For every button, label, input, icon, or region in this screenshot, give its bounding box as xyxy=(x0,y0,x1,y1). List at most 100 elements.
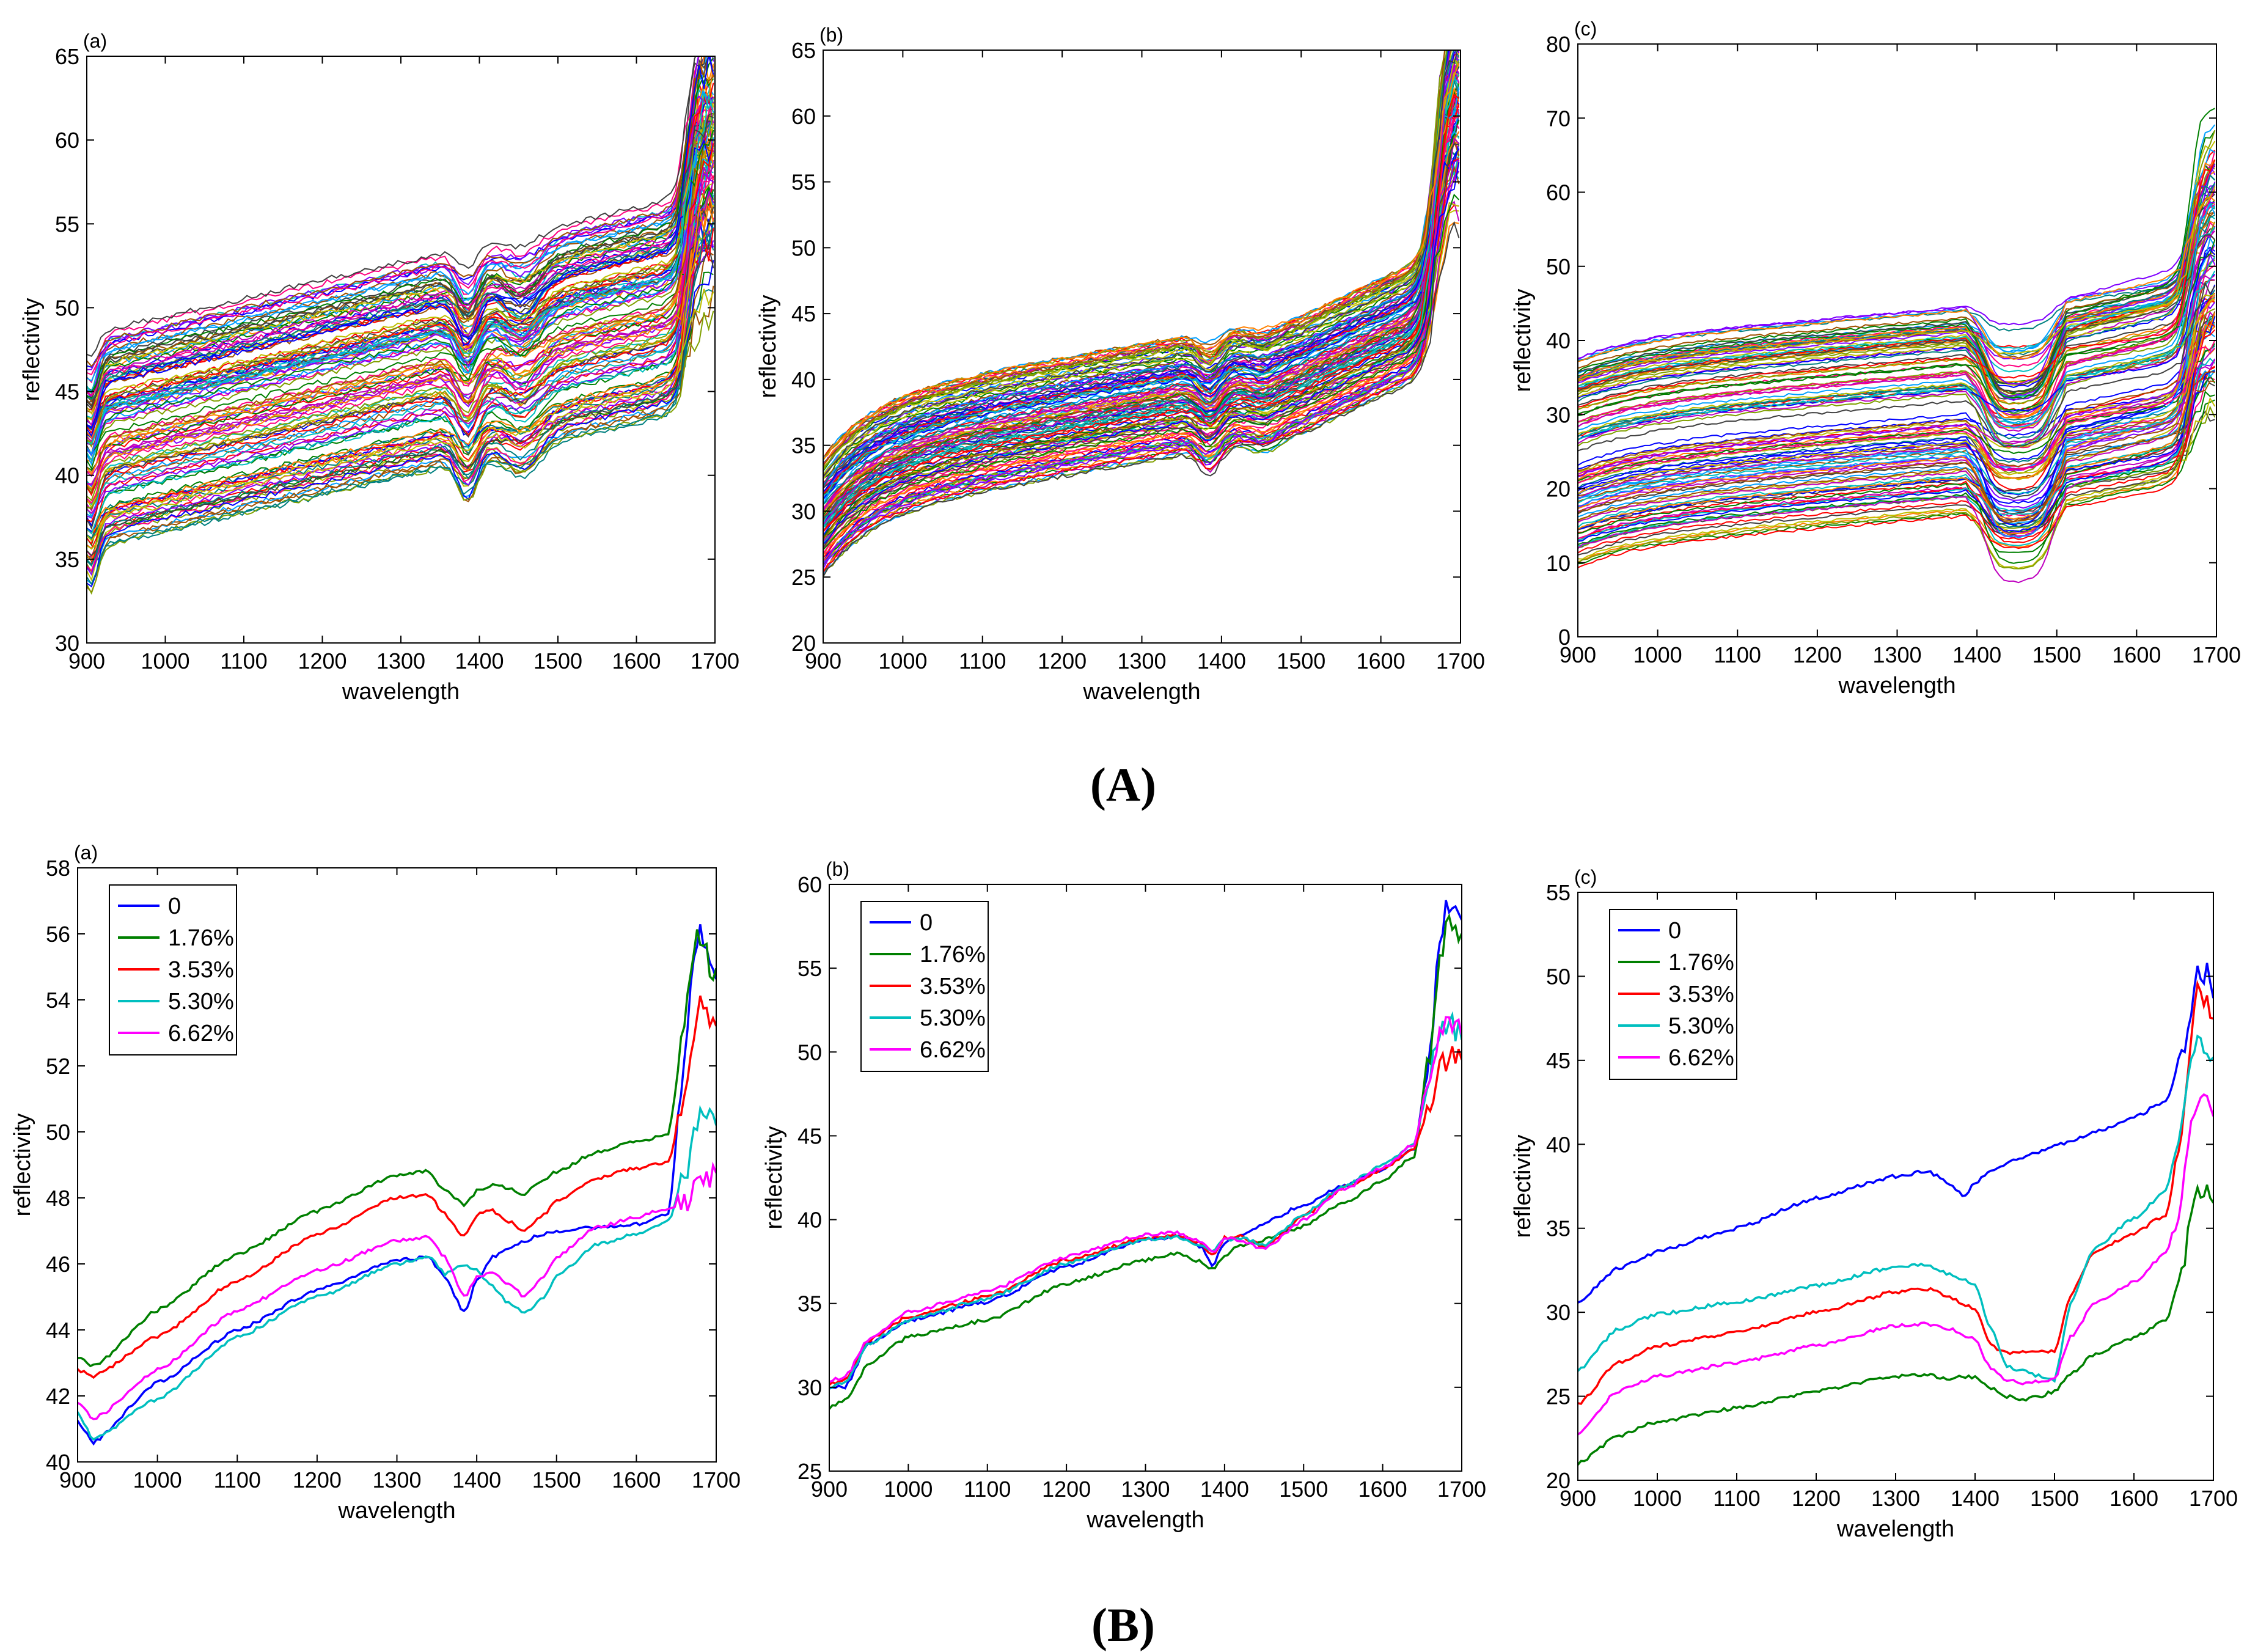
spectrum-line xyxy=(87,172,714,456)
spectrum-line xyxy=(823,193,1460,551)
spectrum-line xyxy=(87,205,714,550)
y-tick-label: 20 xyxy=(1546,477,1571,502)
spectrum-line xyxy=(87,191,714,535)
y-axis-label: reflectivity xyxy=(1510,1135,1536,1238)
panel-a-b: 900 1000 1100 1200 1300 1400 1500 1600 1700 20 25 3… xyxy=(755,24,1485,705)
panel-a-c: 900 1000 1100 1200 1300 1400 1500 1600 1700 0 10 20… xyxy=(1510,18,2241,699)
spectrum-line xyxy=(823,50,1460,519)
y-tick-label: 70 xyxy=(1546,106,1571,131)
spectrum-line xyxy=(823,102,1460,514)
spectrum-line xyxy=(87,227,714,519)
spectrum-line xyxy=(87,260,714,588)
legend-entry-label: 5.30% xyxy=(920,1005,986,1031)
y-tick-label: 45 xyxy=(55,380,79,405)
y-tick-label: 30 xyxy=(55,631,79,656)
spectrum-line xyxy=(1578,293,2215,435)
y-tick-label: 60 xyxy=(791,104,816,129)
spectrum-line xyxy=(1578,252,2216,477)
x-tick-label: 1100 xyxy=(220,648,267,674)
spectrum-line xyxy=(87,57,714,393)
spectrum-line xyxy=(823,139,1460,500)
x-tick-label: 1200 xyxy=(1793,642,1842,667)
spectrum-line xyxy=(1578,108,2215,400)
spectrum-line xyxy=(1578,359,2216,584)
series-line-353 xyxy=(1578,980,2213,1405)
spectrum-line xyxy=(1578,270,2216,448)
x-tick-label: 1700 xyxy=(1436,648,1485,674)
spectrum-line xyxy=(87,162,714,485)
x-tick-label: 1400 xyxy=(1952,642,2001,667)
y-tick-label: 60 xyxy=(1546,180,1571,205)
spectrum-line xyxy=(1578,274,2215,444)
x-tick-label: 1100 xyxy=(959,648,1006,674)
spectrum-line xyxy=(1578,370,2216,518)
x-tick-label: 1700 xyxy=(692,1467,741,1492)
x-tick-label: 1600 xyxy=(2112,642,2161,667)
y-tick-label: 52 xyxy=(46,1054,70,1079)
x-tick-label: 1300 xyxy=(1121,1477,1170,1502)
series-line-0 xyxy=(78,924,716,1446)
legend-entry-label: 3.53% xyxy=(168,957,234,983)
x-tick-label: 1300 xyxy=(1872,642,1921,667)
x-axis-label: wavelength xyxy=(337,1498,455,1524)
spectrum-line xyxy=(1578,124,2216,361)
spectrum-line xyxy=(823,91,1460,509)
spectrum-line xyxy=(1578,380,2215,523)
spectrum-line xyxy=(87,123,714,415)
spectrum-line xyxy=(823,221,1460,577)
spectrum-line xyxy=(823,73,1459,528)
x-tick-label: 900 xyxy=(68,648,105,674)
group-label-a: (A) xyxy=(1090,758,1156,811)
spectrum-line xyxy=(1578,292,2216,554)
spectrum-line xyxy=(1578,279,2215,534)
spectrum-line xyxy=(87,194,714,567)
spectrum-line xyxy=(87,65,714,439)
spectrum-line xyxy=(823,80,1460,505)
spectrum-line xyxy=(87,228,714,550)
spectrum-line xyxy=(1578,183,2216,414)
panel-tag: (c) xyxy=(1574,866,1597,888)
spectrum-line xyxy=(1578,312,2216,530)
x-tick-label: 1200 xyxy=(293,1467,342,1492)
series-line-353 xyxy=(78,995,716,1379)
y-tick-label: 45 xyxy=(1546,1048,1571,1073)
panel-b-c: 900 1000 1100 1200 1300 1400 1500 1600 1700 20 25 3… xyxy=(1510,866,2238,1542)
y-tick-label: 0 xyxy=(1558,625,1571,650)
x-tick-label: 1600 xyxy=(2110,1486,2158,1511)
spectrum-line xyxy=(1578,325,2216,473)
spectrum-line xyxy=(1578,311,2216,472)
spectrum-line xyxy=(87,131,714,466)
y-tick-label: 30 xyxy=(1546,402,1571,427)
panel-tag: (b) xyxy=(826,858,849,880)
spectrum-line xyxy=(823,153,1460,527)
spectrum-line xyxy=(87,56,697,358)
panel-b-b: 900 1000 1100 1200 1300 1400 1500 1600 1700 25 30 3… xyxy=(761,858,1486,1533)
spectrum-line xyxy=(1578,314,2215,556)
spectrum-line xyxy=(87,222,714,586)
series-group xyxy=(1578,108,2216,584)
spectrum-line xyxy=(1578,189,2216,429)
spectrum-line xyxy=(87,188,714,558)
x-tick-label: 1100 xyxy=(1714,642,1761,667)
spectrum-line xyxy=(823,148,1460,499)
y-tick-label: 25 xyxy=(797,1459,822,1484)
spectrum-line xyxy=(823,131,1460,556)
x-tick-label: 1000 xyxy=(133,1467,182,1492)
x-tick-label: 1000 xyxy=(1633,642,1682,667)
spectrum-line xyxy=(1578,397,2216,569)
spectrum-line xyxy=(1578,281,2216,452)
legend-entry-label: 0 xyxy=(920,910,933,936)
spectrum-line xyxy=(87,161,714,535)
y-tick-label: 55 xyxy=(797,956,822,981)
series-line-662 xyxy=(1578,1093,2213,1436)
y-tick-label: 40 xyxy=(797,1208,822,1233)
spectrum-line xyxy=(87,114,714,408)
spectrum-line xyxy=(823,138,1460,490)
spectrum-line xyxy=(87,107,714,376)
x-tick-label: 1300 xyxy=(372,1467,421,1492)
x-tick-label: 1200 xyxy=(1038,648,1087,674)
y-tick-label: 60 xyxy=(55,128,79,153)
spectrum-line xyxy=(1578,308,2215,570)
y-tick-label: 30 xyxy=(791,499,816,524)
spectrum-line xyxy=(1578,141,2216,398)
